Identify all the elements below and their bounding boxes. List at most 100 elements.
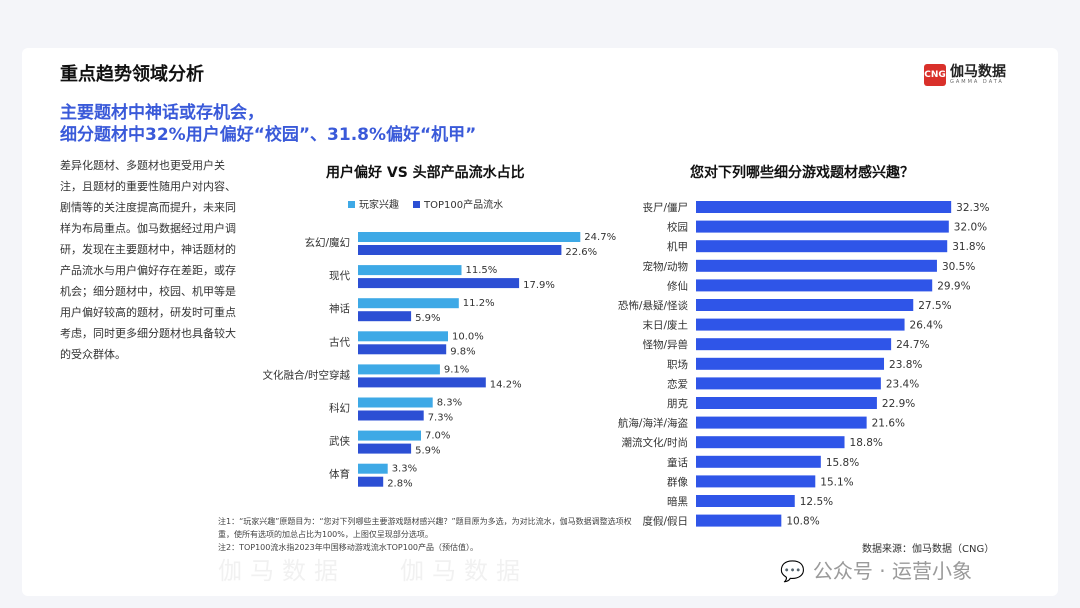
- data-label: 5.9%: [415, 446, 440, 457]
- bar: [696, 397, 877, 409]
- data-label: 31.8%: [952, 241, 985, 253]
- logo-mark: CNG: [924, 64, 946, 86]
- data-label: 32.0%: [954, 222, 987, 234]
- bar: [358, 331, 448, 342]
- data-label: 23.8%: [889, 359, 922, 371]
- category-label: 体育: [329, 468, 350, 481]
- logo-sub: GAMMA DATA: [950, 79, 1004, 85]
- bar: [358, 265, 462, 276]
- data-label: 8.3%: [437, 398, 462, 409]
- headline-line-1: 主要题材中神话或存机会，: [60, 103, 264, 123]
- data-label: 12.5%: [800, 496, 833, 508]
- data-label: 17.9%: [523, 280, 555, 291]
- category-label: 童话: [667, 456, 688, 469]
- category-label: 群像: [667, 475, 688, 488]
- category-label: 文化融合/时空穿越: [262, 368, 350, 381]
- category-label: 修仙: [667, 279, 688, 292]
- logo: CNG 伽马数据 GAMMA DATA: [924, 64, 1006, 86]
- data-label: 7.3%: [428, 413, 453, 424]
- data-label: 10.0%: [452, 331, 484, 342]
- bar: [358, 397, 433, 408]
- legend-label: 玩家兴趣: [359, 200, 399, 211]
- bar: [696, 201, 952, 213]
- bar: [358, 298, 459, 309]
- left-chart-title: 用户偏好 VS 头部产品流水占比: [326, 165, 525, 181]
- category-label: 丧尸/僵尸: [642, 202, 688, 214]
- wechat-watermark: 💬 公众号 · 运营小象: [780, 558, 972, 584]
- bar: [696, 514, 782, 527]
- right-chart-title: 您对下列哪些细分游戏题材感兴趣？: [690, 165, 914, 181]
- data-label: 27.5%: [918, 300, 951, 312]
- bar: [696, 455, 821, 468]
- category-label: 朋克: [667, 398, 688, 410]
- data-label: 15.1%: [820, 476, 853, 488]
- bar: [696, 259, 937, 272]
- headline-line-2: 细分题材中32%用户偏好“校园”、31.8%偏好“机甲”: [60, 125, 477, 145]
- page-title: 重点趋势领域分析: [60, 64, 204, 85]
- data-label: 3.3%: [392, 464, 417, 475]
- data-label: 11.5%: [466, 265, 498, 276]
- data-label: 2.8%: [387, 479, 412, 490]
- data-label: 10.8%: [786, 516, 819, 528]
- bar: [358, 344, 447, 355]
- category-label: 恐怖/悬疑/怪谈: [618, 299, 689, 312]
- category-label: 怪物/异兽: [642, 338, 688, 351]
- category-label: 度假/假日: [642, 515, 688, 528]
- category-label: 科幻: [329, 402, 350, 415]
- category-label: 暗黑: [667, 495, 688, 508]
- category-label: 校园: [667, 221, 688, 234]
- bar: [696, 377, 881, 390]
- category-label: 古代: [329, 335, 350, 348]
- background-watermark: 伽马数据: [400, 557, 528, 585]
- body-text: 差异化题材、多题材也更受用户关注，且题材的重要性随用户对内容、剧情等的关注度提高…: [60, 159, 236, 361]
- bar: [358, 377, 486, 388]
- headline: 主要题材中神话或存机会， 细分题材中32%用户偏好“校园”、31.8%偏好“机甲”: [60, 102, 476, 146]
- bar: [696, 279, 933, 292]
- data-label: 14.2%: [490, 379, 522, 390]
- category-label: 末日/废土: [642, 319, 688, 332]
- data-label: 5.9%: [415, 313, 440, 324]
- category-label: 现代: [329, 270, 350, 282]
- bar: [358, 476, 384, 487]
- background-watermark: 伽马数据: [218, 557, 346, 585]
- bar: [358, 278, 520, 289]
- data-label: 18.8%: [850, 437, 883, 449]
- watermark-account: 公众号 · 运营小象: [812, 559, 972, 583]
- bar: [696, 436, 845, 449]
- bar: [358, 245, 562, 255]
- bar: [358, 430, 421, 441]
- bar: [696, 240, 948, 253]
- bar: [696, 475, 816, 488]
- bar: [696, 220, 949, 233]
- data-label: 15.8%: [826, 457, 859, 469]
- bar: [358, 364, 440, 375]
- data-label: 22.9%: [882, 398, 915, 410]
- category-label: 武侠: [329, 435, 350, 448]
- legend-swatch: [413, 201, 420, 208]
- footnotes: 注1：“玩家兴趣”原题目为：“您对下列哪些主要游戏题材感兴趣？”题目原为多选，为…: [218, 515, 638, 554]
- note-1: 注1：“玩家兴趣”原题目为：“您对下列哪些主要游戏题材感兴趣？”题目原为多选，为…: [218, 517, 632, 539]
- data-label: 11.2%: [463, 298, 495, 309]
- bar: [358, 443, 412, 454]
- data-label: 23.4%: [886, 378, 919, 390]
- category-label: 机甲: [667, 240, 688, 253]
- bar: [358, 232, 581, 242]
- legend-swatch: [348, 201, 355, 208]
- bar: [696, 338, 892, 351]
- legend-item-interest: 玩家兴趣: [348, 196, 399, 211]
- category-label: 宠物/动物: [642, 260, 688, 273]
- data-label: 24.7%: [896, 339, 929, 351]
- bar: [696, 357, 885, 370]
- data-source: 数据来源：伽马数据（CNG）: [862, 544, 995, 555]
- left-chart-legend: 玩家兴趣 TOP100产品流水: [348, 196, 503, 211]
- category-label: 玄幻/魔幻: [304, 236, 350, 249]
- logo-name: 伽马数据: [950, 64, 1006, 80]
- category-label: 潮流文化/时尚: [621, 436, 688, 449]
- data-label: 30.5%: [942, 261, 975, 273]
- data-label: 22.6%: [565, 247, 597, 258]
- wechat-icon: 💬: [780, 559, 805, 583]
- category-label: 神话: [329, 302, 350, 315]
- data-label: 9.8%: [450, 346, 475, 357]
- data-label: 24.7%: [584, 232, 616, 243]
